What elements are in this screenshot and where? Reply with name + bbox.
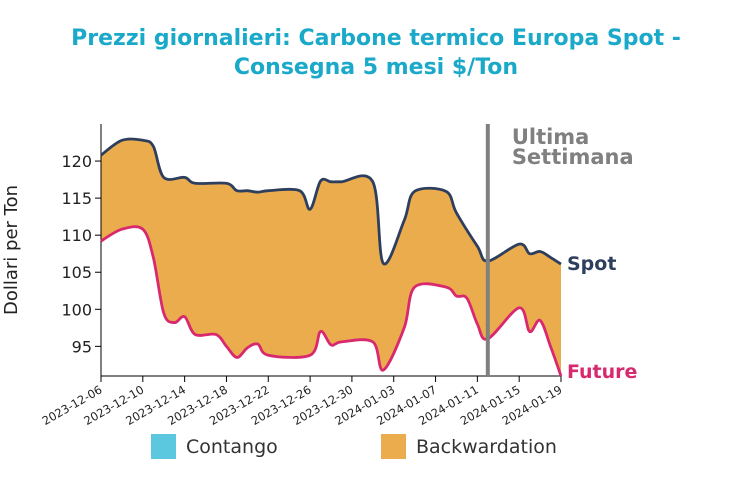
legend-label-backwardation: Backwardation xyxy=(416,436,557,458)
last-week-label-line-2: Settimana xyxy=(512,145,634,169)
last-week-label-line-1: Ultima xyxy=(512,125,590,149)
chart-title-line-2: Consegna 5 mesi $/Ton xyxy=(233,55,519,80)
y-tick-label: 120 xyxy=(61,152,92,171)
spot-series-label: Spot xyxy=(567,253,616,275)
legend-swatch-backwardation xyxy=(381,434,406,459)
y-tick-label: 115 xyxy=(61,189,92,208)
backwardation-fill-group xyxy=(101,138,561,376)
y-tick-label: 100 xyxy=(61,300,92,319)
y-axis-title: Dollari per Ton xyxy=(1,185,22,315)
legend-group: Contango Backwardation xyxy=(151,434,557,459)
y-tick-label: 105 xyxy=(61,263,92,282)
legend-swatch-contango xyxy=(151,434,176,459)
y-tick-label: 95 xyxy=(72,337,92,356)
chart-title-line-1: Prezzi giornalieri: Carbone termico Euro… xyxy=(71,26,681,51)
y-tick-label: 110 xyxy=(61,226,92,245)
backwardation-area xyxy=(101,138,561,376)
chart-title: Prezzi giornalieri: Carbone termico Euro… xyxy=(0,24,752,82)
legend-label-contango: Contango xyxy=(186,436,278,458)
future-series-label: Future xyxy=(567,361,637,383)
